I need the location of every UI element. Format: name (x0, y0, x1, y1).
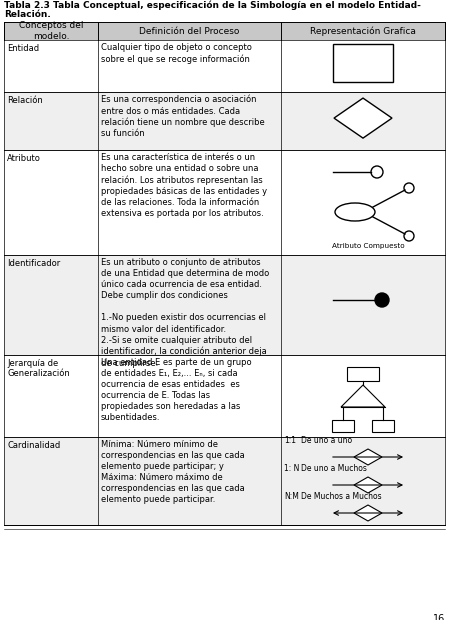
Bar (333, 45, 393, 82)
Text: Relación.: Relación. (4, 10, 51, 19)
Text: Es un atributo o conjunto de atributos
de una Entidad que determina de modo
únic: Es un atributo o conjunto de atributos d… (101, 258, 269, 368)
Text: Atributo: Atributo (7, 154, 41, 163)
Bar (347, 367, 379, 381)
Ellipse shape (335, 203, 375, 221)
Polygon shape (354, 449, 382, 465)
Text: De uno a Muchos: De uno a Muchos (301, 464, 367, 473)
Bar (4, 150, 445, 255)
Text: Jerarquía de
Generalización: Jerarquía de Generalización (7, 359, 70, 378)
Bar (4, 255, 445, 355)
Text: Cardinalidad: Cardinalidad (7, 441, 60, 450)
Text: Identificador: Identificador (7, 259, 60, 268)
Text: Relación: Relación (7, 96, 43, 105)
Bar (4, 40, 445, 92)
Bar (4, 355, 445, 437)
Circle shape (371, 166, 383, 178)
Text: Conceptos del
modelo.: Conceptos del modelo. (19, 21, 83, 41)
Text: Definición del Proceso: Definición del Proceso (139, 27, 240, 35)
Text: 1:1: 1:1 (284, 436, 296, 445)
Circle shape (375, 293, 389, 307)
Text: Tabla 2.3 Tabla Conceptual, especificación de la Simbología en el modelo Entidad: Tabla 2.3 Tabla Conceptual, especificaci… (4, 1, 421, 11)
Polygon shape (341, 385, 385, 407)
Text: Una entidad E es parte de un grupo
de entidades E₁, E₂,... Eₙ, si cada
ocurrenci: Una entidad E es parte de un grupo de en… (101, 358, 251, 422)
Text: De Muchos a Muchos: De Muchos a Muchos (301, 492, 382, 501)
Text: Mínima: Número mínimo de
correspondencias en las que cada
elemento puede partici: Mínima: Número mínimo de correspondencia… (101, 440, 245, 505)
Text: N:M: N:M (284, 492, 299, 501)
Bar (4, 22, 445, 40)
Text: Atributo Compuesto: Atributo Compuesto (332, 243, 404, 249)
Text: Cualquier tipo de objeto o concepto
sobre el que se recoge información: Cualquier tipo de objeto o concepto sobr… (101, 43, 252, 64)
Bar (4, 92, 445, 150)
Text: Es una correspondencia o asociación
entre dos o más entidades. Cada
relación tie: Es una correspondencia o asociación entr… (101, 95, 265, 138)
Bar (372, 420, 394, 432)
Text: 16: 16 (433, 614, 445, 620)
Circle shape (404, 183, 414, 193)
Polygon shape (354, 477, 382, 493)
Text: 1: N: 1: N (284, 464, 299, 473)
Bar (4, 437, 445, 525)
Text: Entidad: Entidad (7, 44, 39, 53)
Polygon shape (334, 98, 392, 138)
Circle shape (404, 231, 414, 241)
Text: Es una característica de interés o un
hecho sobre una entidad o sobre una
relaci: Es una característica de interés o un he… (101, 153, 267, 218)
Text: De uno a uno: De uno a uno (301, 436, 352, 445)
Text: Representación Grafica: Representación Grafica (310, 26, 416, 36)
Polygon shape (354, 505, 382, 521)
Bar (332, 420, 354, 432)
